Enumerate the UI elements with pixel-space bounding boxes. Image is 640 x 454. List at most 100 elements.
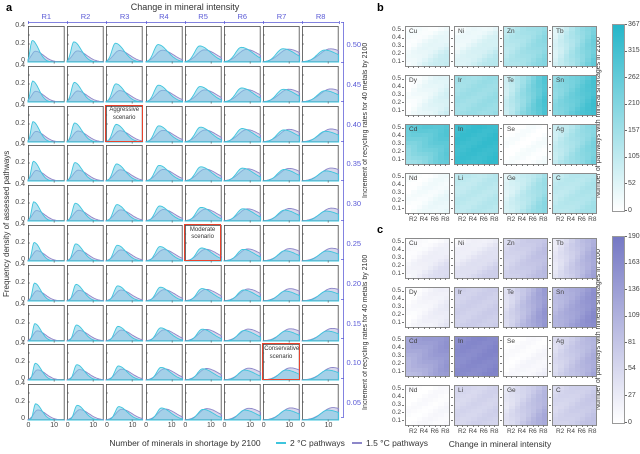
heatmap-cell — [416, 42, 423, 47]
heatmap-cell — [432, 58, 439, 63]
heatmap-x-tick — [439, 164, 441, 166]
heatmap-cell — [574, 76, 581, 81]
heatmap-y-tick — [549, 306, 551, 308]
heatmap-cell — [422, 54, 428, 59]
density-subplot-r4-c1 — [66, 185, 105, 223]
heatmap-xtick-label: R8 — [441, 428, 450, 435]
heatmap-cell — [541, 337, 547, 342]
heatmap-xtick-label: R6 — [528, 428, 537, 435]
heatmap-cell — [471, 368, 477, 373]
heatmap-cell — [574, 174, 581, 179]
heatmap-cell — [530, 177, 537, 182]
heatmap-cell — [492, 386, 498, 391]
heatmap-cell — [579, 125, 586, 130]
heatmap-cell — [569, 103, 575, 108]
heatmap-cell — [569, 160, 575, 164]
heatmap-cell — [416, 27, 423, 32]
heatmap-cell — [455, 397, 461, 402]
heatmap-x-tick — [483, 115, 485, 117]
heatmap-cell — [455, 103, 461, 108]
heatmap-cell — [416, 413, 423, 418]
density-curve-2c — [302, 330, 340, 342]
heatmap-cell — [416, 250, 423, 255]
heatmap-cell — [416, 125, 423, 130]
heatmap-cell — [411, 288, 417, 293]
heatmap-cell — [569, 83, 575, 88]
heatmap-cell — [455, 99, 461, 104]
heatmap-cell — [406, 83, 412, 88]
heatmap-y-tick — [500, 298, 502, 300]
heatmap-cell — [432, 148, 439, 153]
heatmap-cell — [563, 368, 570, 373]
heatmap-cell — [509, 421, 515, 425]
heatmap-cell — [553, 417, 559, 422]
ytick-label: 0 — [21, 256, 25, 263]
heatmap-cell — [460, 409, 466, 414]
heatmap-cell — [590, 303, 596, 308]
heatmap-cell — [406, 266, 412, 271]
heatmap-cell — [509, 125, 515, 130]
heatmap-ytick-label: 0.5 — [391, 238, 401, 246]
heatmap-cell — [492, 270, 498, 275]
density-curve-2c — [105, 42, 144, 63]
metal-label: Li — [458, 387, 464, 394]
heatmap-cell — [460, 34, 466, 39]
heatmap-cell — [411, 258, 417, 263]
heatmap-cell — [471, 323, 477, 327]
heatmap-x-tick — [439, 376, 441, 378]
heatmap-cell — [569, 177, 575, 182]
heatmap-x-tick — [581, 164, 583, 166]
heatmap-cell — [481, 185, 488, 190]
heatmap-cell — [406, 288, 412, 293]
heatmap-cell — [481, 295, 488, 300]
heatmap-cell — [563, 30, 570, 35]
heatmap-x-tick — [592, 115, 594, 117]
heatmap-xtick-label: R6 — [479, 216, 488, 223]
heatmap-cell — [558, 311, 564, 316]
heatmap-cell — [536, 46, 542, 51]
ytick-label: 0.2 — [15, 358, 25, 366]
heatmap-cell — [585, 42, 591, 47]
heatmap-cell — [411, 99, 417, 104]
heatmap-cell — [558, 348, 564, 353]
heatmap-cell — [460, 152, 466, 157]
heatmap-cell — [443, 295, 449, 300]
heatmap-cell — [509, 181, 515, 186]
heatmap-cell — [520, 197, 526, 202]
heatmap-cell — [530, 128, 537, 133]
heatmap-cell — [536, 340, 542, 345]
heatmap-cell — [536, 197, 542, 202]
heatmap-cell — [465, 274, 472, 278]
heatmap-cell — [558, 46, 564, 51]
heatmap-cell — [553, 352, 559, 357]
density-curve-2c — [301, 90, 340, 103]
heatmap-cell — [558, 160, 564, 164]
heatmap-cell — [432, 177, 439, 182]
heatmap-cell — [590, 160, 596, 164]
density-subplot-r4-c5 — [223, 185, 262, 223]
heatmap-cell — [504, 95, 510, 100]
heatmap-cell — [460, 421, 466, 425]
heatmap-x-tick — [527, 327, 529, 329]
heatmap-cell — [471, 291, 477, 296]
heatmap-x-tick — [576, 278, 578, 280]
heatmap-cell — [553, 54, 559, 59]
heatmap-cell — [579, 246, 586, 251]
heatmap-cell — [411, 397, 417, 402]
heatmap-cell — [455, 107, 461, 112]
heatmap-cell — [553, 174, 559, 179]
heatmap-cell — [492, 79, 498, 84]
heatmap-cell — [471, 197, 477, 202]
heatmap-cell — [487, 128, 493, 133]
heatmap-x-tick — [494, 376, 496, 378]
heatmap-cell — [411, 42, 417, 47]
heatmap-x-tick — [516, 376, 518, 378]
heatmap-cell — [579, 266, 586, 271]
heatmap-cell — [481, 174, 488, 179]
heatmap-cell — [574, 128, 581, 133]
heatmap-cell — [471, 79, 477, 84]
heatmap-cell — [406, 111, 412, 115]
density-curve-2c — [27, 403, 65, 421]
heatmap-cell — [579, 38, 586, 43]
heatmap-cell — [525, 393, 532, 398]
